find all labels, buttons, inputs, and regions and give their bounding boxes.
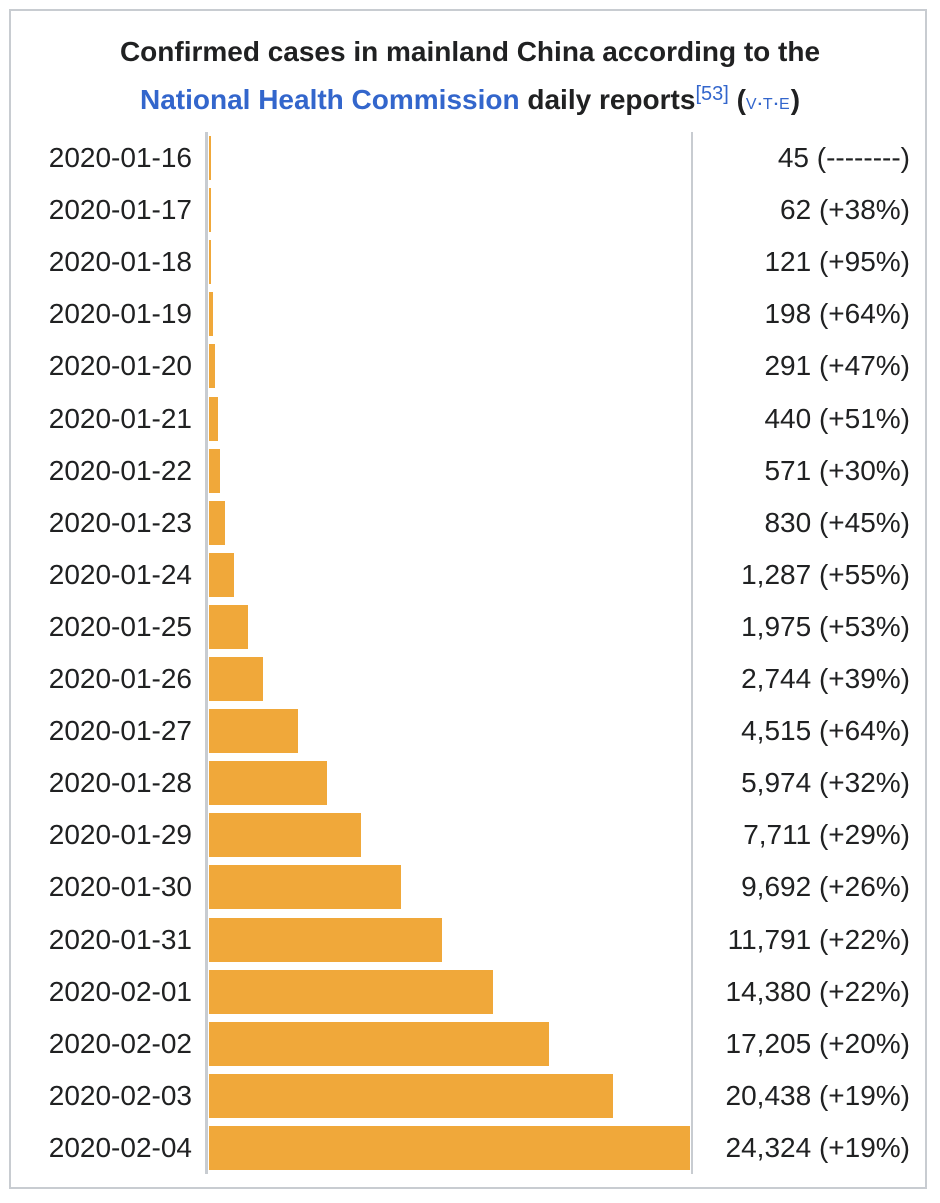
vte-nav: (V·T·E) xyxy=(737,84,800,115)
category-label: 2020-01-26 xyxy=(48,663,192,694)
bar xyxy=(209,761,328,806)
value-label: 62 (+38%) xyxy=(780,194,910,226)
value-label: 24,324 (+19%) xyxy=(725,1131,910,1163)
nhc-link[interactable]: National Health Commission xyxy=(139,84,520,115)
chart-row: 2020-01-21 440 (+51%) xyxy=(0,393,940,445)
chart-row: 2020-01-29 7,711 (+29%) xyxy=(0,809,940,861)
category-label: 2020-01-17 xyxy=(48,194,192,226)
bar xyxy=(209,396,218,441)
category-label: 2020-01-23 xyxy=(48,506,192,538)
value-label: 4,515 (+64%) xyxy=(741,715,910,747)
value-label: 7,711 (+29%) xyxy=(743,819,910,851)
nav-open-paren: ( xyxy=(736,84,746,115)
value-label: 571 (+30%) xyxy=(764,454,910,486)
value-label: 20,438 (+19%) xyxy=(725,1079,910,1111)
bar xyxy=(209,1073,614,1118)
category-label: 2020-01-25 xyxy=(48,610,192,642)
chart-row: 2020-01-31 11,791 (+22%) xyxy=(0,914,940,966)
title-line-1: Confirmed cases in mainland China accord… xyxy=(119,36,821,67)
bar xyxy=(209,448,221,493)
chart-row: 2020-02-04 24,324 (+19%) xyxy=(0,1122,940,1174)
chart-title: Confirmed cases in mainland China accord… xyxy=(0,28,940,129)
value-label: 121 (+95%) xyxy=(764,246,910,278)
category-label: 2020-01-18 xyxy=(48,246,192,278)
bar xyxy=(209,657,264,701)
chart-row: 2020-02-01 14,380 (+22%) xyxy=(0,966,940,1018)
chart-row: 2020-01-16 45 (--------) xyxy=(0,132,940,184)
value-label: 17,205 (+20%) xyxy=(725,1027,910,1059)
value-label: 14,380 (+22%) xyxy=(725,975,910,1007)
chart-row: 2020-01-18 121 (+95%) xyxy=(0,236,940,288)
category-label: 2020-01-16 xyxy=(48,142,192,173)
value-label: 1,287 (+55%) xyxy=(741,558,910,590)
category-label: 2020-02-01 xyxy=(48,975,192,1007)
value-column-divider xyxy=(691,132,693,1174)
chart-row: 2020-01-20 291 (+47%) xyxy=(0,340,940,392)
value-label: 2,744 (+39%) xyxy=(741,663,910,694)
edit-template-link[interactable]: E xyxy=(779,96,791,113)
bar xyxy=(209,500,226,545)
bar xyxy=(209,240,212,285)
title-rest: daily reports xyxy=(519,84,696,115)
chart-row: 2020-01-27 4,515 (+64%) xyxy=(0,705,940,757)
bar xyxy=(209,865,401,910)
value-label: 198 (+64%) xyxy=(764,298,910,330)
chart-row: 2020-01-19 198 (+64%) xyxy=(0,288,940,340)
category-label: 2020-01-22 xyxy=(48,454,192,486)
bar xyxy=(209,188,211,233)
value-label: 830 (+45%) xyxy=(764,506,910,538)
bar xyxy=(209,969,494,1014)
bar xyxy=(209,604,249,649)
nav-separator: · xyxy=(757,96,763,113)
chart-row: 2020-01-22 571 (+30%) xyxy=(0,445,940,497)
value-label: 5,974 (+32%) xyxy=(741,767,910,799)
category-label: 2020-01-19 xyxy=(48,298,192,330)
bar xyxy=(209,917,443,962)
category-label: 2020-02-02 xyxy=(48,1027,192,1059)
category-label: 2020-02-04 xyxy=(48,1131,192,1163)
bar xyxy=(209,344,215,389)
bar-baseline xyxy=(205,132,208,1174)
category-label: 2020-01-30 xyxy=(48,871,192,903)
value-label: 45 (--------) xyxy=(777,142,910,173)
title-line-2: National Health Commission daily reports… xyxy=(0,76,940,129)
bar xyxy=(209,813,362,858)
talk-template-link[interactable]: T xyxy=(762,96,774,113)
chart-row: 2020-01-23 830 (+45%) xyxy=(0,497,940,549)
category-label: 2020-01-29 xyxy=(48,819,192,851)
value-label: 291 (+47%) xyxy=(764,350,910,382)
category-label: 2020-01-21 xyxy=(48,402,192,434)
bar xyxy=(209,709,299,754)
bar xyxy=(209,292,213,337)
category-label: 2020-01-24 xyxy=(48,558,192,590)
chart-row: 2020-01-24 1,287 (+55%) xyxy=(0,549,940,601)
bar xyxy=(209,1125,690,1170)
chart-row: 2020-01-26 2,744 (+39%) xyxy=(0,653,940,705)
chart-row: 2020-01-17 62 (+38%) xyxy=(0,184,940,236)
category-label: 2020-02-03 xyxy=(48,1079,192,1111)
bar xyxy=(209,552,235,597)
bar xyxy=(209,136,211,180)
category-label: 2020-01-20 xyxy=(48,350,192,382)
category-label: 2020-01-27 xyxy=(48,715,192,747)
chart-row: 2020-01-28 5,974 (+32%) xyxy=(0,757,940,809)
reference-link[interactable]: [53] xyxy=(695,83,729,105)
nav-separator: · xyxy=(773,96,780,113)
chart-row: 2020-01-30 9,692 (+26%) xyxy=(0,861,940,913)
value-label: 11,791 (+22%) xyxy=(727,923,910,955)
bar xyxy=(209,1021,550,1066)
category-label: 2020-01-28 xyxy=(48,767,192,799)
value-label: 1,975 (+53%) xyxy=(741,610,910,642)
chart-row: 2020-01-25 1,975 (+53%) xyxy=(0,601,940,653)
value-label: 440 (+51%) xyxy=(764,402,910,434)
chart-row: 2020-02-02 17,205 (+20%) xyxy=(0,1018,940,1070)
view-template-link[interactable]: V xyxy=(745,96,758,113)
value-label: 9,692 (+26%) xyxy=(741,871,910,903)
chart-row: 2020-02-03 20,438 (+19%) xyxy=(0,1070,940,1122)
nav-close-paren: ) xyxy=(790,84,801,115)
category-label: 2020-01-31 xyxy=(48,923,192,955)
